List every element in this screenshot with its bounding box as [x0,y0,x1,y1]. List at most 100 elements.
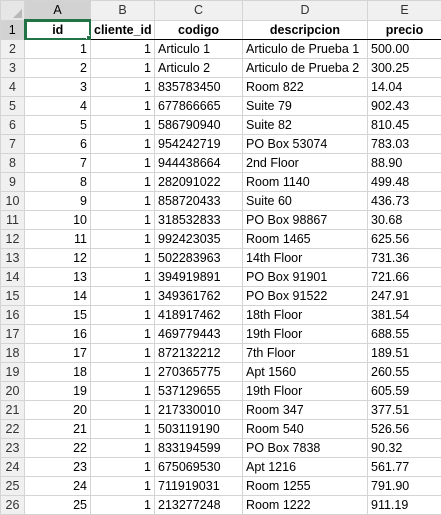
cell-descripcion[interactable]: Suite 60 [243,192,368,211]
cell-descripcion[interactable]: PO Box 98867 [243,211,368,230]
cell-precio[interactable]: 625.56 [368,230,441,249]
cell-id[interactable]: 18 [25,363,91,382]
cell-descripcion[interactable]: 19th Floor [243,382,368,401]
cell-id[interactable]: 2 [25,59,91,78]
row-header[interactable]: 10 [1,192,25,211]
cell-codigo[interactable]: 833194599 [155,439,243,458]
cell-id[interactable]: 19 [25,382,91,401]
cell-precio[interactable]: 526.56 [368,420,441,439]
cell-cliente-id[interactable]: 1 [91,306,155,325]
cell-id[interactable]: 8 [25,173,91,192]
cell-cliente-id[interactable]: 1 [91,287,155,306]
cell-descripcion[interactable]: 19th Floor [243,325,368,344]
cell-cliente-id[interactable]: 1 [91,458,155,477]
row-header[interactable]: 3 [1,59,25,78]
cell-descripcion[interactable]: Room 540 [243,420,368,439]
cell-cliente-id[interactable]: 1 [91,135,155,154]
cell-codigo[interactable]: 469779443 [155,325,243,344]
cell-id[interactable]: 23 [25,458,91,477]
cell-codigo[interactable]: 872132212 [155,344,243,363]
cell-cliente-id[interactable]: 1 [91,325,155,344]
row-header[interactable]: 11 [1,211,25,230]
cell-cliente-id[interactable]: 1 [91,40,155,59]
cell-codigo[interactable]: 675069530 [155,458,243,477]
row-header[interactable]: 20 [1,382,25,401]
cell-codigo[interactable]: 586790940 [155,116,243,135]
cell-cliente-id[interactable]: 1 [91,230,155,249]
column-header-c[interactable]: C [155,1,243,21]
cell-codigo[interactable]: 858720433 [155,192,243,211]
cell-precio[interactable]: 247.91 [368,287,441,306]
cell-precio[interactable]: 721.66 [368,268,441,287]
cell-cliente-id[interactable]: 1 [91,211,155,230]
row-header[interactable]: 12 [1,230,25,249]
cell-codigo[interactable]: 992423035 [155,230,243,249]
cell-codigo[interactable]: 318532833 [155,211,243,230]
cell-precio[interactable]: 260.55 [368,363,441,382]
cell-descripcion[interactable]: Room 1222 [243,496,368,515]
cell-descripcion[interactable]: Suite 79 [243,97,368,116]
cell-cliente-id[interactable]: 1 [91,439,155,458]
cell-id[interactable]: 12 [25,249,91,268]
cell-codigo[interactable]: 677866665 [155,97,243,116]
column-header-b[interactable]: B [91,1,155,21]
cell-id[interactable]: 3 [25,78,91,97]
cell-codigo[interactable]: 944438664 [155,154,243,173]
cell-precio[interactable]: 791.90 [368,477,441,496]
cell-codigo[interactable]: 217330010 [155,401,243,420]
cell-cliente-id[interactable]: 1 [91,382,155,401]
cell-descripcion[interactable]: PO Box 91901 [243,268,368,287]
cell-codigo[interactable]: 349361762 [155,287,243,306]
cell-descripcion[interactable]: PO Box 7838 [243,439,368,458]
cell-codigo[interactable]: 954242719 [155,135,243,154]
cell-cliente-id[interactable]: 1 [91,59,155,78]
cell-descripcion[interactable]: Articulo de Prueba 2 [243,59,368,78]
cell-precio[interactable]: 30.68 [368,211,441,230]
cell-descripcion[interactable]: 14th Floor [243,249,368,268]
cell-cliente-id[interactable]: 1 [91,420,155,439]
cell-cliente-id[interactable]: 1 [91,78,155,97]
cell-cliente-id[interactable]: 1 [91,401,155,420]
cell-codigo[interactable]: 835783450 [155,78,243,97]
cell-precio[interactable]: 499.48 [368,173,441,192]
cell-descripcion[interactable]: 7th Floor [243,344,368,363]
cell-precio[interactable]: 377.51 [368,401,441,420]
cell-id[interactable]: 6 [25,135,91,154]
cell-id[interactable]: 9 [25,192,91,211]
row-header[interactable]: 9 [1,173,25,192]
cell-id[interactable]: 10 [25,211,91,230]
row-header[interactable]: 1 [1,20,25,40]
cell-descripcion[interactable]: Apt 1560 [243,363,368,382]
cell-descripcion[interactable]: Room 1140 [243,173,368,192]
cell-descripcion[interactable]: Apt 1216 [243,458,368,477]
cell-cliente-id[interactable]: 1 [91,496,155,515]
cell-header-precio[interactable]: precio [368,20,441,40]
column-header-a[interactable]: A [25,1,91,21]
cell-codigo[interactable]: 394919891 [155,268,243,287]
row-header[interactable]: 18 [1,344,25,363]
cell-id[interactable]: 14 [25,287,91,306]
cell-id[interactable]: 11 [25,230,91,249]
row-header[interactable]: 6 [1,116,25,135]
cell-id[interactable]: 25 [25,496,91,515]
row-header[interactable]: 21 [1,401,25,420]
cell-codigo[interactable]: Articulo 2 [155,59,243,78]
row-header[interactable]: 19 [1,363,25,382]
cell-precio[interactable]: 90.32 [368,439,441,458]
cell-precio[interactable]: 688.55 [368,325,441,344]
cell-cliente-id[interactable]: 1 [91,173,155,192]
row-header[interactable]: 24 [1,458,25,477]
cell-id[interactable]: 13 [25,268,91,287]
cell-precio[interactable]: 783.03 [368,135,441,154]
cell-codigo[interactable]: 418917462 [155,306,243,325]
cell-codigo[interactable]: Articulo 1 [155,40,243,59]
cell-id[interactable]: 1 [25,40,91,59]
row-header[interactable]: 26 [1,496,25,515]
cell-id[interactable]: 17 [25,344,91,363]
cell-cliente-id[interactable]: 1 [91,116,155,135]
cell-descripcion[interactable]: Room 822 [243,78,368,97]
cell-id[interactable]: 22 [25,439,91,458]
cell-precio[interactable]: 605.59 [368,382,441,401]
cell-codigo[interactable]: 711919031 [155,477,243,496]
row-header[interactable]: 14 [1,268,25,287]
